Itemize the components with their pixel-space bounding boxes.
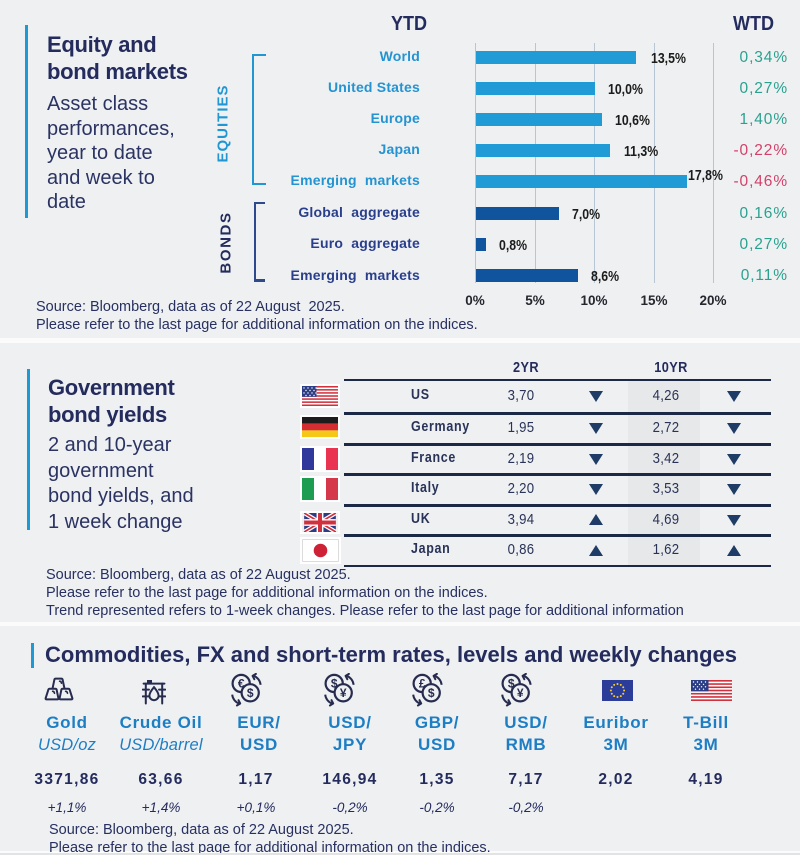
svg-text:$: $ [508, 677, 515, 691]
svg-text:¥: ¥ [340, 686, 347, 700]
svg-text:$: $ [428, 686, 435, 700]
svg-text:$: $ [247, 686, 254, 700]
svg-text:€: € [238, 677, 245, 691]
svg-text:£: £ [419, 677, 426, 691]
svg-text:$: $ [331, 677, 338, 691]
svg-text:¥: ¥ [517, 686, 524, 700]
